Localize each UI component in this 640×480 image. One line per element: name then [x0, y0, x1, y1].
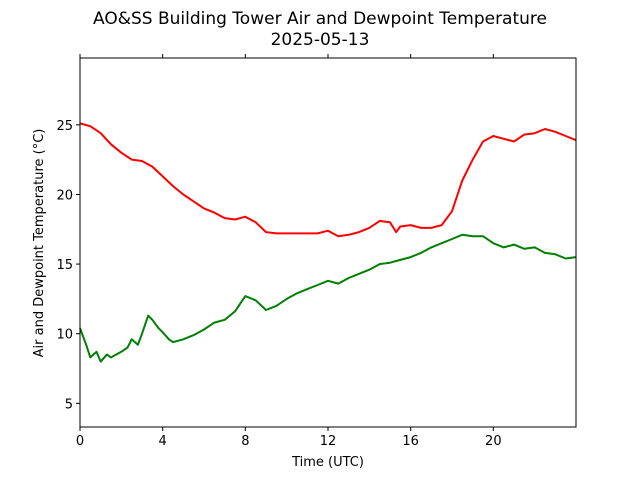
- tick-layer: 0 4 8 12 16 20 5 10 15 20 25: [56, 54, 502, 449]
- chart-title: AO&SS Building Tower Air and Dewpoint Te…: [93, 9, 547, 29]
- series-layer: [79, 122, 577, 363]
- y-tick-label: 15: [56, 258, 73, 273]
- y-axis-label: Air and Dewpoint Temperature (°C): [32, 129, 47, 358]
- y-tick-label: 20: [56, 188, 73, 203]
- x-tick-label: 20: [485, 434, 502, 449]
- y-tick-label: 25: [56, 119, 73, 134]
- series-line-air-temperature: [79, 122, 577, 238]
- x-tick-label: 12: [320, 434, 337, 449]
- x-tick-label: 8: [241, 434, 249, 449]
- series-line-dewpoint-temperature: [79, 233, 577, 363]
- y-tick-label: 5: [65, 397, 73, 412]
- x-tick-label: 0: [76, 434, 84, 449]
- x-tick-label: 4: [159, 434, 167, 449]
- x-tick-label: 16: [402, 434, 419, 449]
- y-tick-label: 10: [56, 328, 73, 343]
- plot-frame: [79, 57, 577, 428]
- chart-subtitle: 2025-05-13: [271, 30, 370, 50]
- x-axis-label: Time (UTC): [291, 455, 364, 470]
